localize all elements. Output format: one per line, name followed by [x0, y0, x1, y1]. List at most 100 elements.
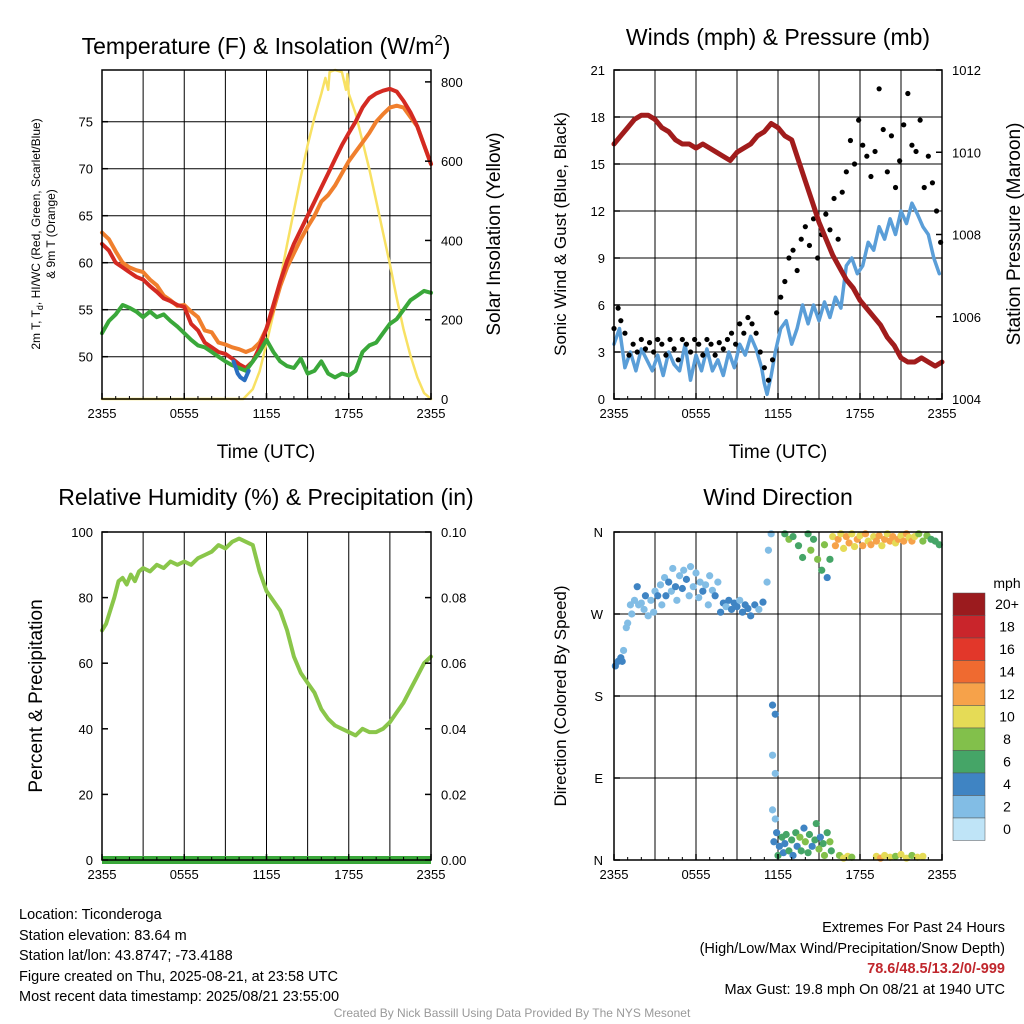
y2-tick-label: 0.10	[441, 525, 466, 540]
wind-direction-ylabel: Direction (Colored By Speed)	[551, 585, 570, 806]
gust-point	[831, 195, 837, 202]
legend-swatch	[952, 705, 986, 729]
solar-ylabel: Solar Insolation (Yellow)	[484, 132, 505, 335]
direction-point	[840, 544, 848, 553]
direction-point	[673, 596, 681, 604]
gust-point	[901, 122, 907, 128]
gust-point	[892, 184, 899, 191]
gust-point	[884, 169, 890, 175]
y-tick-label: 70	[79, 162, 93, 177]
winds-xlabel: Time (UTC)	[729, 442, 828, 463]
direction-point	[706, 572, 714, 580]
direction-point	[771, 710, 779, 718]
direction-point	[913, 853, 922, 861]
direction-point	[696, 578, 704, 586]
gust-point	[794, 267, 800, 274]
x-tick-label: 1755	[846, 406, 875, 421]
legend-label: 6	[1003, 754, 1011, 770]
direction-point	[656, 581, 665, 589]
wind-direction-panel: Wind Direction Direction (Colored By Spe…	[551, 484, 1021, 882]
x-tick-label: 2355	[600, 406, 629, 421]
direction-point	[831, 542, 840, 550]
direction-point	[805, 830, 814, 839]
legend-label: 4	[1003, 776, 1011, 792]
legend-label: 16	[999, 641, 1015, 657]
gust-point	[876, 86, 882, 92]
direction-point	[665, 578, 673, 586]
direction-point	[845, 539, 853, 547]
direction-point	[919, 852, 927, 860]
direction-point	[809, 535, 818, 543]
direction-point	[768, 806, 777, 814]
direction-point	[744, 604, 752, 613]
direction-point	[823, 829, 831, 837]
direction-point	[722, 603, 730, 611]
y2-tick-label: 400	[441, 233, 463, 248]
y-tick-label: 50	[79, 350, 93, 365]
legend-swatch	[952, 727, 986, 751]
gust-point	[634, 349, 640, 355]
direction-point	[747, 612, 755, 620]
y2-tick-label: 200	[441, 313, 463, 328]
location-text: Location: Ticonderoga	[19, 907, 162, 923]
direction-point	[727, 605, 736, 614]
direction-point	[699, 587, 707, 595]
y-tick-label: 60	[79, 256, 93, 271]
gust-point	[872, 148, 878, 155]
direction-point	[850, 542, 859, 551]
direction-point	[733, 603, 741, 611]
gust-point	[728, 330, 735, 336]
gust-point	[802, 224, 808, 230]
direction-point	[829, 532, 837, 541]
direction-point	[682, 575, 691, 583]
winds-title: Winds (mph) & Pressure (mb)	[626, 24, 930, 50]
gust-point	[933, 208, 940, 214]
gust-point	[839, 189, 845, 195]
gust-point	[815, 255, 821, 261]
gust-point	[720, 346, 726, 352]
legend-label: 18	[999, 619, 1015, 635]
direction-point	[759, 598, 767, 606]
temperature-ylabel-line1: 2m T, Td, HI/WC (Red, Green, Scarlet/Blu…	[29, 118, 45, 349]
legend-swatch	[952, 592, 986, 616]
gust-point	[626, 352, 632, 358]
gust-point	[909, 142, 915, 148]
created-text: Figure created on Thu, 2025-08-21, at 23…	[19, 968, 338, 985]
direction-point	[848, 853, 856, 861]
legend-label: 12	[999, 686, 1015, 702]
gust-point	[753, 330, 759, 336]
direction-point	[800, 824, 808, 832]
y2-tick-label: 1012	[952, 63, 981, 78]
y2-tick-label: 1004	[952, 392, 981, 407]
direction-point	[678, 584, 686, 593]
direction-point	[815, 845, 823, 853]
direction-point	[818, 566, 826, 574]
y2-tick-label: 0.04	[441, 722, 466, 737]
y-tick-label: 80	[79, 591, 93, 606]
gust-point	[618, 318, 624, 324]
gust-point	[708, 341, 714, 347]
direction-point	[641, 592, 650, 600]
t2m-line	[100, 86, 433, 370]
timestamp-text: Most recent data timestamp: 2025/08/21 2…	[19, 989, 340, 1005]
gust-point	[687, 349, 694, 355]
legend-swatch	[952, 750, 986, 774]
x-tick-label: 0555	[170, 406, 199, 421]
y2-tick-label: 800	[441, 75, 463, 90]
direction-point	[875, 532, 883, 540]
x-tick-label: 1155	[764, 867, 792, 882]
gust-point	[675, 357, 681, 363]
max-gust-text: Max Gust: 19.8 mph On 08/21 at 1940 UTC	[724, 981, 1005, 998]
direction-point	[796, 833, 804, 841]
gust-point	[905, 90, 911, 97]
gust-point	[827, 227, 833, 233]
legend-swatch	[952, 817, 986, 841]
relative-humidity-line	[100, 536, 433, 738]
direction-point	[789, 532, 797, 541]
direction-point	[704, 601, 712, 609]
gust-point	[880, 126, 886, 133]
direction-point	[856, 532, 864, 540]
gust-point	[630, 341, 636, 347]
y-tick-label: 60	[79, 656, 93, 671]
direction-point	[669, 564, 677, 573]
